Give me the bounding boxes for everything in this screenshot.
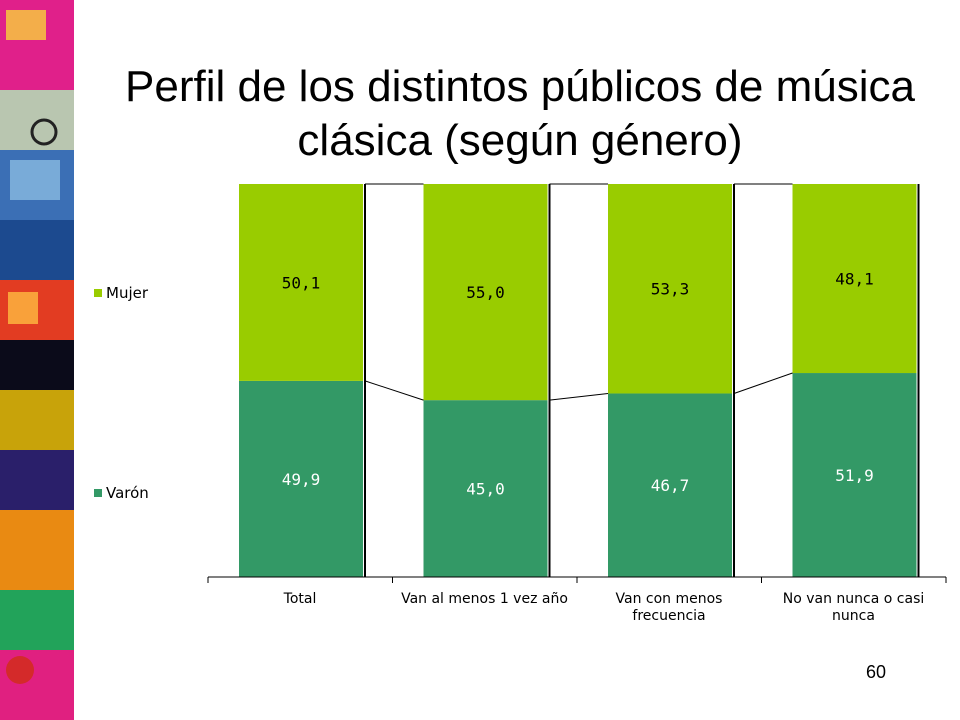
bar-mujer-2 — [608, 184, 732, 394]
x-tick-label-0: Total — [283, 591, 317, 607]
legend-item-mujer: Mujer — [94, 284, 148, 302]
x-tick-label-3: No van nunca o casi nunca — [782, 591, 925, 624]
series-line-varon-2 — [733, 372, 793, 394]
bar-varon-3 — [792, 373, 917, 577]
bar-varon-1 — [423, 400, 548, 577]
data-label-varon-1: 45,0 — [466, 480, 505, 499]
legend-swatch-varon — [94, 489, 102, 497]
photo-strip-decoration — [0, 0, 74, 720]
slide-title: Perfil de los distintos públicos de músi… — [80, 60, 960, 168]
data-label-mujer-0: 50,1 — [282, 273, 321, 292]
data-label-varon-2: 46,7 — [651, 476, 690, 495]
slide-title-line2: clásica (según género) — [297, 116, 743, 165]
bar-varon-2 — [608, 393, 732, 577]
bar-mujer-3 — [792, 184, 917, 374]
data-label-varon-3: 51,9 — [835, 466, 874, 485]
slide-title-line1: Perfil de los distintos públicos de músi… — [125, 62, 915, 111]
x-tick-label-2: Van con menos frecuencia — [615, 591, 723, 624]
bar-varon-0 — [239, 380, 363, 577]
series-line-varon-0 — [364, 380, 424, 401]
data-label-mujer-3: 48,1 — [835, 270, 874, 289]
x-tick-label-1: Van al menos 1 vez año — [401, 591, 568, 607]
bar-mujer-0 — [239, 184, 363, 381]
data-label-mujer-1: 55,0 — [466, 283, 505, 302]
data-label-mujer-2: 53,3 — [651, 280, 690, 299]
legend-item-varon: Varón — [94, 484, 149, 502]
data-label-varon-0: 49,9 — [282, 470, 321, 489]
legend-label-mujer: Mujer — [106, 284, 149, 302]
series-line-varon-1 — [549, 392, 609, 401]
legend-swatch-mujer — [94, 289, 102, 297]
legend-label-varon: Varón — [106, 484, 149, 502]
bar-mujer-1 — [423, 184, 548, 401]
page-number: 60 — [866, 662, 887, 682]
